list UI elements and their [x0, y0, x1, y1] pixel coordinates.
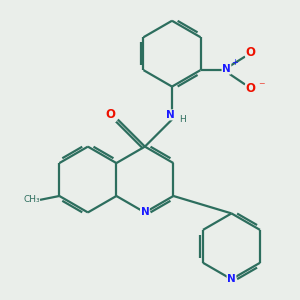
Text: N: N [222, 64, 231, 74]
Text: +: + [231, 58, 238, 67]
Text: O: O [106, 108, 116, 122]
Text: O: O [246, 82, 256, 95]
Text: N: N [166, 110, 174, 120]
Text: N: N [227, 274, 236, 284]
Text: ⁻: ⁻ [258, 81, 265, 94]
Text: N: N [140, 207, 149, 218]
Text: CH₃: CH₃ [23, 195, 40, 204]
Text: O: O [246, 46, 256, 59]
Text: H: H [179, 115, 186, 124]
